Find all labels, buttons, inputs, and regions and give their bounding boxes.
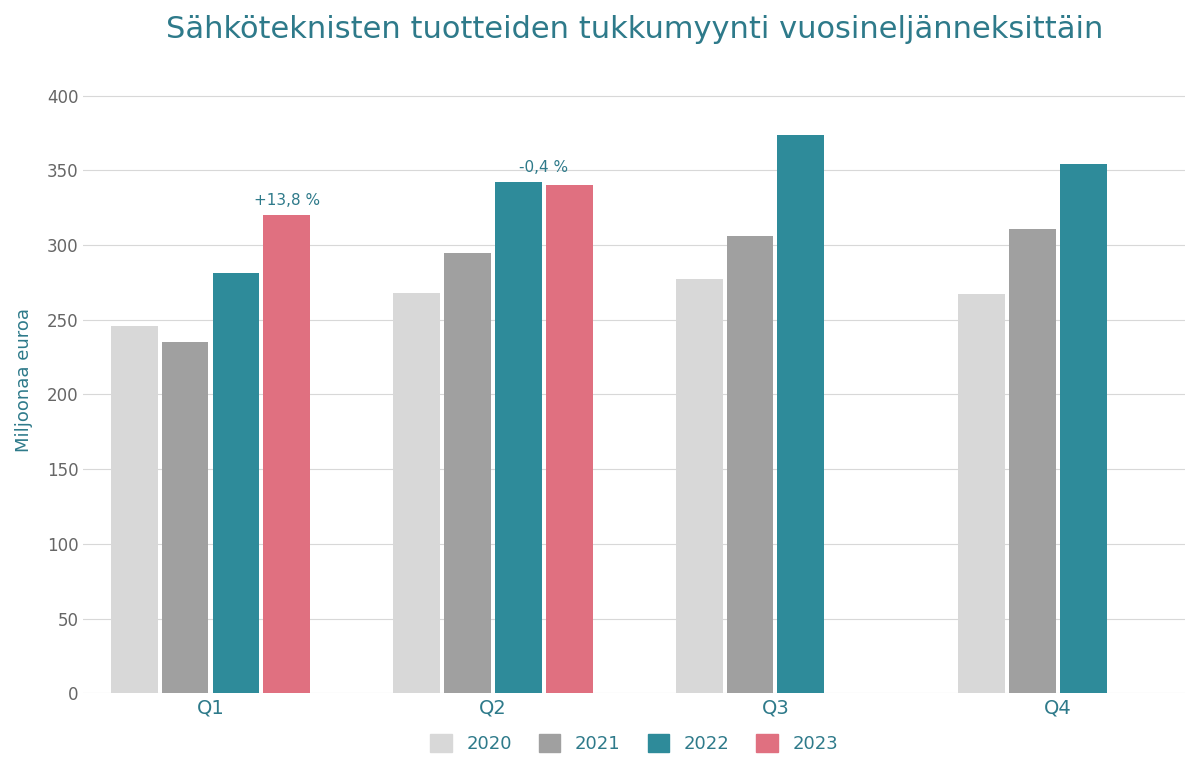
Bar bbox=[546, 186, 593, 693]
Bar bbox=[444, 253, 491, 693]
Bar bbox=[1009, 228, 1056, 693]
Y-axis label: Miljoonaa euroa: Miljoonaa euroa bbox=[14, 308, 34, 452]
Title: Sähköteknisten tuotteiden tukkumyynti vuosineljänneksittäin: Sähköteknisten tuotteiden tukkumyynti vu… bbox=[166, 15, 1103, 44]
Text: +13,8 %: +13,8 % bbox=[253, 193, 320, 208]
Bar bbox=[959, 294, 1006, 693]
Bar bbox=[778, 134, 824, 693]
Bar bbox=[263, 215, 310, 693]
Bar bbox=[494, 183, 541, 693]
Bar bbox=[394, 293, 440, 693]
Bar bbox=[1060, 164, 1106, 693]
Bar bbox=[212, 274, 259, 693]
Bar bbox=[162, 342, 209, 693]
Bar bbox=[110, 325, 157, 693]
Legend: 2020, 2021, 2022, 2023: 2020, 2021, 2022, 2023 bbox=[430, 734, 839, 753]
Text: -0,4 %: -0,4 % bbox=[520, 160, 569, 175]
Bar bbox=[727, 236, 773, 693]
Bar bbox=[676, 280, 722, 693]
